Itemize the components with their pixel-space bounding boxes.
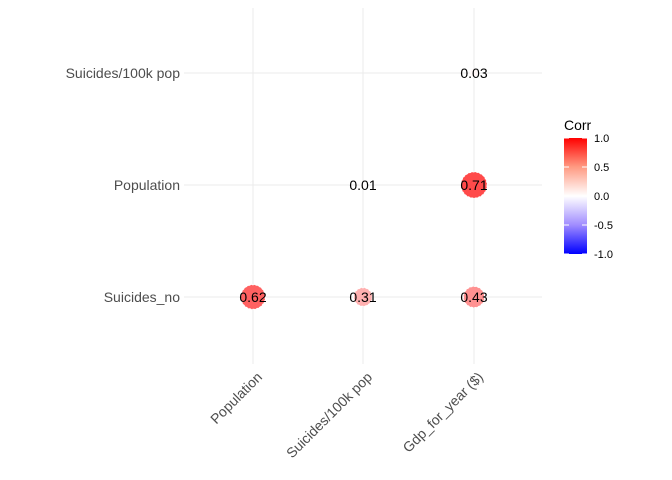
x-axis-labels: Population Suicides/100k pop Gdp_for_year …: [207, 369, 486, 461]
legend-tick-label-0: 1.0: [594, 133, 609, 145]
cell-label-gdp-for-year-vs-suicides-100k-pop: 0.03: [460, 65, 487, 81]
cell-label-suicides-100k-pop-vs-suicides-no: 0.31: [349, 289, 376, 305]
cell-label-suicides-100k-pop-vs-population: 0.01: [349, 177, 376, 193]
cell-circle-population-vs-suicides-no: [240, 284, 266, 310]
legend-title: Corr: [564, 117, 592, 133]
legend-tick-label-4: -1.0: [594, 249, 613, 261]
y-tick-label-suicides-no: Suicides_no: [104, 289, 180, 305]
x-tick-label-suicides-100k-pop: Suicides/100k pop: [283, 369, 375, 461]
cell-circle-gdp-for-year-vs-suicides-no: [463, 286, 485, 308]
x-tick-label-population: Population: [207, 369, 265, 427]
cell-label-population-vs-suicides-no: 0.62: [239, 289, 266, 305]
cell-circle-suicides-100k-pop-vs-population: [359, 181, 367, 189]
cell-label-gdp-for-year-vs-suicides-no: 0.43: [460, 289, 487, 305]
x-tick-label-gdp-for-year: Gdp_for_year ($): [399, 369, 486, 456]
y-tick-label-population: Population: [114, 177, 180, 193]
legend-tick-label-2: 0.0: [594, 191, 609, 203]
cell-circle-gdp-for-year-vs-suicides-100k-pop: [469, 68, 479, 78]
correlation-cells: 0.62 0.31 0.43 0.01 0.71 0.03: [239, 65, 488, 310]
cell-circle-suicides-100k-pop-vs-suicides-no: [353, 287, 373, 307]
legend-colorbar: [564, 138, 587, 254]
y-tick-label-suicides-100k-pop: Suicides/100k pop: [66, 65, 181, 81]
y-axis-labels: Suicides_no Population Suicides/100k pop: [66, 65, 181, 305]
legend: Corr 1.0 0.5 0.0 -0.5 -1.0: [564, 117, 613, 261]
legend-tick-label-1: 0.5: [594, 162, 609, 174]
legend-tick-label-3: -0.5: [594, 220, 613, 232]
cell-label-gdp-for-year-vs-population: 0.71: [460, 177, 487, 193]
cell-circle-gdp-for-year-vs-population: [460, 171, 488, 199]
